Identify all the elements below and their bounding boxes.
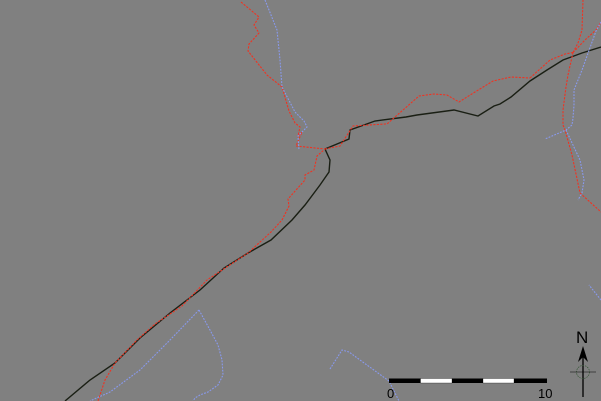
svg-text:N: N: [576, 328, 588, 347]
svg-text:10: 10: [538, 386, 552, 401]
svg-text:0: 0: [387, 386, 394, 401]
